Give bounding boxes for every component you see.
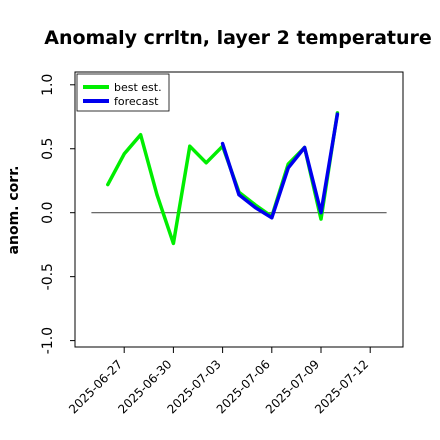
y-tick-label: -0.5 <box>40 263 56 290</box>
y-tick-label: 0.0 <box>40 202 56 224</box>
chart-title: Anomaly crrltn, layer 2 temperature <box>44 27 432 49</box>
legend-box <box>76 73 170 112</box>
legend-label-best-est: best est. <box>114 81 162 94</box>
series-line-forecast <box>220 112 340 220</box>
plot-frame <box>74 71 404 348</box>
y-tick-label: -1.0 <box>40 327 56 354</box>
y-tick-label: 1.0 <box>40 74 56 96</box>
legend: best est. forecast <box>76 73 170 112</box>
y-tick-label: 0.5 <box>40 138 56 160</box>
legend-label-forecast: forecast <box>114 95 159 108</box>
y-axis-label: anom. corr. <box>6 166 22 255</box>
series-line-best-est <box>106 111 340 246</box>
